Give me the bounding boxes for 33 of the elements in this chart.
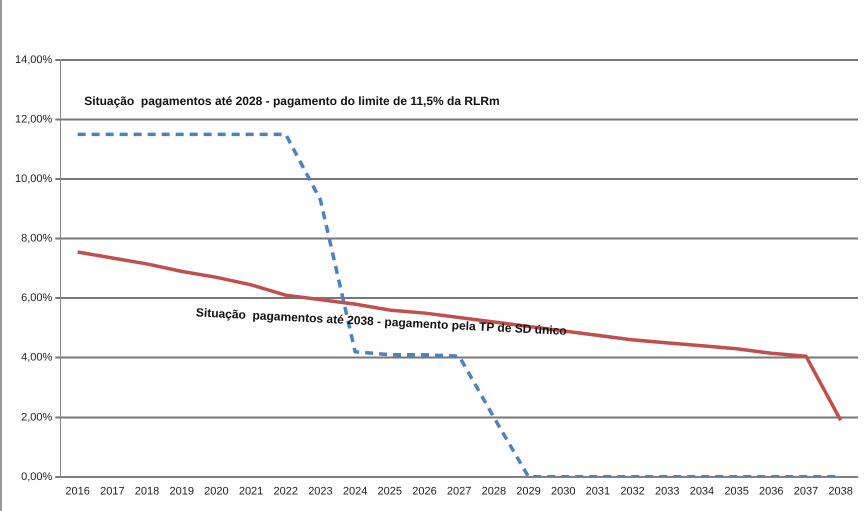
x-tick-label: 2038 (828, 485, 853, 498)
y-tick-label: 10,00% (14, 173, 53, 186)
x-tick-label: 2035 (724, 485, 749, 498)
x-tick-label: 2016 (65, 485, 90, 498)
x-tick-label: 2018 (134, 485, 160, 498)
x-tick-label: 2021 (238, 485, 264, 498)
x-tick-label: 2022 (274, 485, 298, 498)
x-tick-label: 2031 (586, 485, 610, 498)
x-tick-label: 2033 (655, 485, 680, 498)
x-tick-label: 2026 (412, 485, 437, 498)
x-tick-label: 2019 (169, 485, 194, 498)
x-tick-label: 2036 (759, 485, 784, 498)
y-tick-label: 0,00% (21, 470, 53, 483)
x-tick-label: 2024 (342, 485, 368, 498)
y-tick-label: 8,00% (21, 232, 53, 245)
annotation: Situação pagamentos até 2028 - pagamento do limite de 11,5% da RLRm (84, 94, 500, 108)
x-tick-label: 2037 (794, 485, 818, 498)
x-tick-label: 2017 (100, 485, 125, 498)
x-tick-label: 2023 (308, 485, 333, 498)
y-tick-label: 4,00% (21, 352, 53, 364)
x-tick-label: 2029 (516, 485, 541, 498)
x-tick-label: 2032 (620, 485, 645, 498)
y-tick-label: 2,00% (21, 411, 53, 424)
y-tick-label: 6,00% (21, 292, 53, 304)
x-tick-label: 2025 (378, 485, 402, 498)
x-tick-label: 2034 (690, 485, 714, 498)
y-tick-label: 12,00% (14, 114, 53, 126)
annotation: Situação pagamentos até 2038 - pagamento pela TP de SD único (196, 305, 568, 338)
y-tick-label: 14,00% (14, 54, 53, 66)
x-tick-label: 2020 (204, 485, 229, 498)
x-tick-label: 2028 (482, 485, 506, 498)
x-tick-label: 2027 (446, 485, 472, 498)
x-tick-label: 2030 (550, 485, 576, 498)
